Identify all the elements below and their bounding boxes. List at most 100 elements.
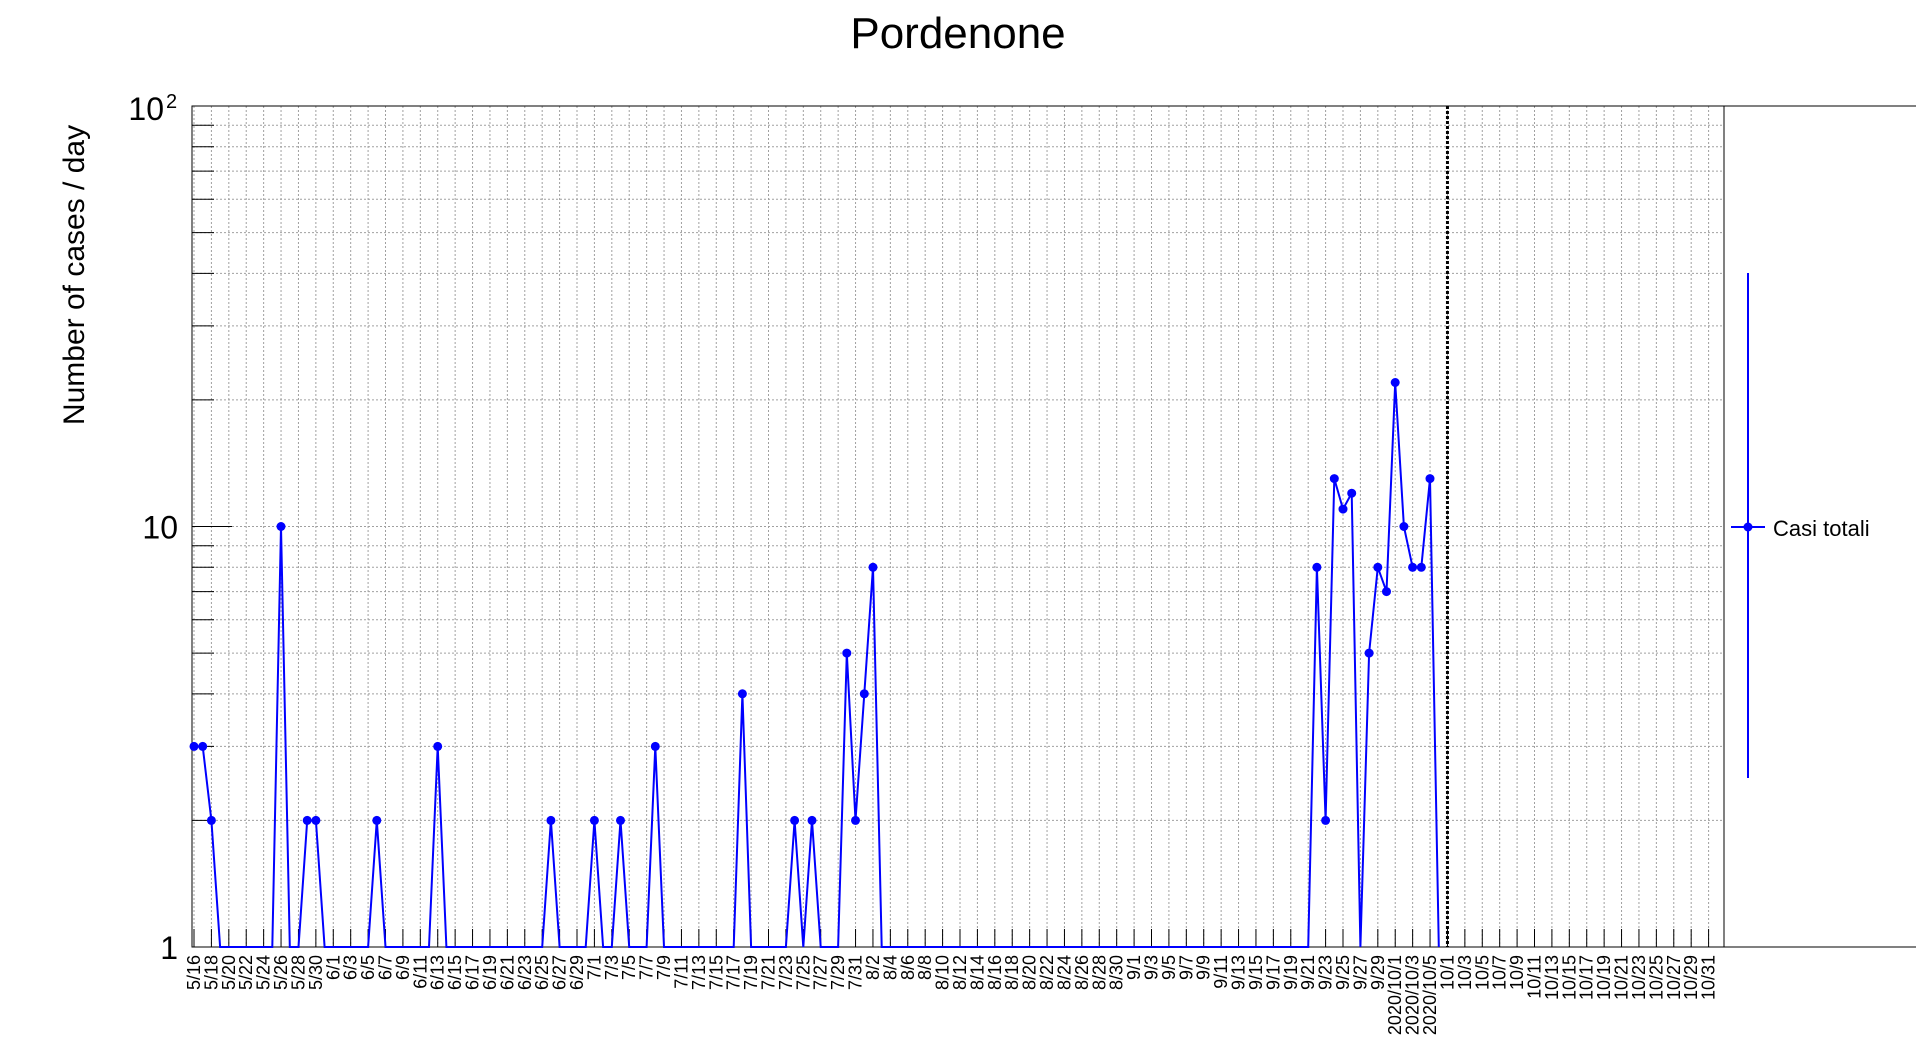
- x-tick-label: 7/1: [584, 955, 604, 980]
- y-tick-label: 1: [160, 930, 178, 966]
- x-tick-label: 5/20: [219, 955, 239, 990]
- x-tick-label: 8/2: [863, 955, 883, 980]
- x-tick-label: 8/14: [967, 955, 987, 990]
- data-point: [1382, 587, 1391, 597]
- data-point: [302, 815, 312, 825]
- x-tick-label: 5/28: [288, 955, 308, 990]
- x-tick-label: 6/23: [515, 955, 535, 990]
- data-point: [790, 815, 800, 825]
- data-point: [868, 562, 878, 572]
- x-tick-label: 6/7: [376, 955, 396, 980]
- x-tick-label: 6/3: [341, 955, 361, 980]
- x-tick-label: 8/8: [915, 955, 935, 980]
- data-point: [1364, 648, 1374, 658]
- data-point: [311, 815, 321, 825]
- data-point: [737, 689, 747, 699]
- x-tick-label: 9/27: [1350, 955, 1370, 990]
- x-tick-label: 6/19: [480, 955, 500, 990]
- data-point: [859, 689, 869, 699]
- x-tick-label: 6/9: [393, 955, 413, 980]
- data-point: [206, 815, 216, 825]
- x-tick-label: 8/4: [880, 955, 900, 980]
- x-tick-label: 8/16: [985, 955, 1005, 990]
- x-tick-label: 9/7: [1176, 955, 1196, 980]
- x-tick-label: 10/1: [1437, 955, 1457, 990]
- x-tick-label: 6/17: [463, 955, 483, 990]
- x-tick-label: 9/13: [1229, 955, 1249, 990]
- x-tick-label: 10/11: [1525, 955, 1545, 999]
- x-tick-label: 10/15: [1559, 955, 1579, 1000]
- data-point: [1425, 474, 1435, 484]
- x-tick-label: 10/31: [1699, 955, 1719, 1000]
- x-tick-label: 10/21: [1612, 955, 1632, 1000]
- x-tick-label: 6/11: [410, 955, 430, 989]
- x-tick-label: 6/13: [428, 955, 448, 990]
- x-tick-labels: 5/165/185/205/225/245/265/285/306/16/36/…: [184, 955, 1719, 1035]
- data-point: [807, 815, 817, 825]
- x-tick-label: 8/30: [1107, 955, 1127, 990]
- y-tick-label: 10: [128, 91, 164, 127]
- data-point: [1312, 562, 1322, 572]
- x-tick-label: 9/5: [1159, 955, 1179, 980]
- x-tick-label: 5/30: [306, 955, 326, 990]
- x-tick-label: 2020/10/3: [1403, 955, 1423, 1035]
- x-tick-label: 9/25: [1333, 955, 1353, 990]
- x-tick-label: 6/5: [358, 955, 378, 980]
- data-point: [842, 648, 852, 658]
- x-tick-label: 9/21: [1298, 955, 1318, 990]
- x-tick-label: 7/17: [724, 955, 744, 990]
- x-tick-label: 5/26: [271, 955, 291, 990]
- x-tick-label: 5/24: [254, 955, 274, 990]
- x-tick-label: 8/26: [1072, 955, 1092, 990]
- x-tick-label: 6/15: [445, 955, 465, 990]
- x-tick-label: 9/11: [1211, 955, 1231, 989]
- x-tick-label: 8/12: [950, 955, 970, 990]
- data-point: [198, 741, 208, 751]
- x-tick-label: 7/5: [619, 955, 639, 980]
- x-tick-label: 10/23: [1629, 955, 1649, 1000]
- x-tick-label: 6/29: [567, 955, 587, 990]
- x-tick-label: 8/6: [898, 955, 918, 980]
- data-point: [189, 741, 199, 751]
- x-tick-label: 9/23: [1316, 955, 1336, 990]
- x-tick-label: 9/9: [1194, 955, 1214, 980]
- x-tick-label: 7/27: [811, 955, 831, 990]
- x-tick-label: 7/11: [671, 955, 691, 989]
- x-tick-label: 9/19: [1281, 955, 1301, 990]
- x-tick-label: 7/31: [846, 955, 866, 990]
- x-tick-label: 10/9: [1507, 955, 1527, 990]
- x-tick-label: 10/3: [1455, 955, 1475, 990]
- x-tick-label: 9/29: [1368, 955, 1388, 990]
- data-point: [1390, 378, 1400, 387]
- data-point: [1329, 474, 1339, 484]
- y-axis-label: Number of cases / day: [58, 125, 91, 425]
- x-tick-label: 5/18: [201, 955, 221, 990]
- data-point: [372, 815, 382, 825]
- x-tick-label: 7/29: [828, 955, 848, 990]
- data-point: [1399, 522, 1409, 531]
- x-tick-label: 6/1: [323, 955, 343, 980]
- grid: [192, 106, 1724, 947]
- x-tick-label: 7/15: [706, 955, 726, 990]
- chart-title: Pordenone: [850, 9, 1065, 58]
- y-tick-label-exponent: 2: [166, 91, 177, 113]
- data-point: [1416, 562, 1426, 572]
- x-tick-label: 5/22: [236, 955, 256, 990]
- x-tick-label: 6/25: [532, 955, 552, 990]
- data-point: [433, 741, 443, 751]
- x-tick-label: 7/19: [741, 955, 761, 990]
- data-point: [1408, 562, 1418, 572]
- data-point: [616, 815, 625, 825]
- x-tick-label: 5/16: [184, 955, 204, 990]
- x-tick-label: 2020/10/5: [1420, 955, 1440, 1035]
- x-tick-label: 7/23: [776, 955, 796, 990]
- x-tick-label: 9/3: [1142, 955, 1162, 980]
- x-tick-label: 10/17: [1577, 955, 1597, 1000]
- x-tick-label: 10/5: [1472, 955, 1492, 990]
- x-tick-label: 7/7: [637, 955, 657, 980]
- series-points: [189, 378, 1435, 825]
- data-point: [276, 522, 286, 531]
- x-tick-label: 8/18: [1002, 955, 1022, 990]
